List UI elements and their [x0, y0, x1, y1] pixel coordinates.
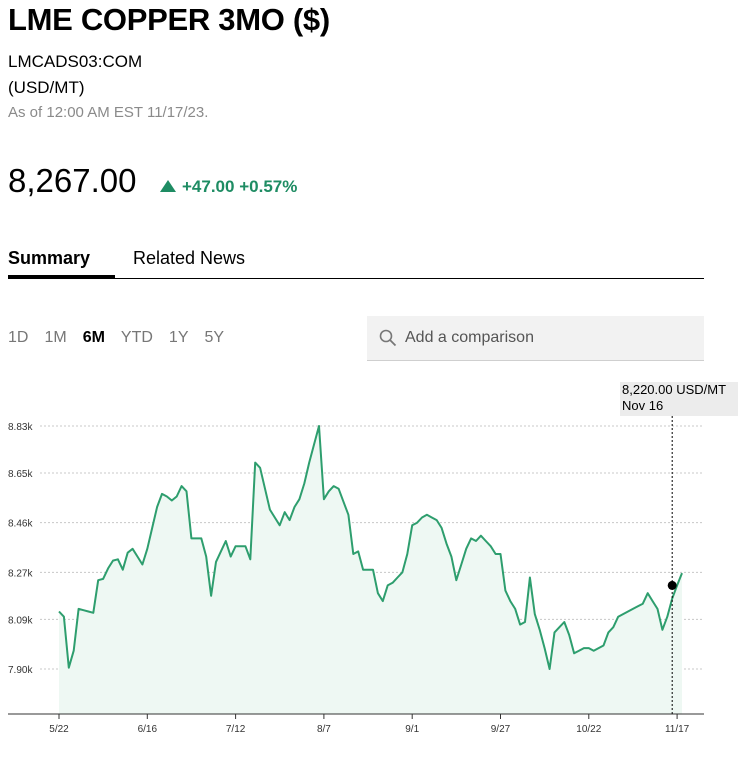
x-tick-label: 11/17 [665, 724, 690, 735]
price-change: +47.00 +0.57% [160, 177, 297, 197]
tabs-divider [8, 278, 704, 279]
last-price: 8,267.00 [8, 162, 137, 199]
ticker-symbol: LMCADS03:COM [8, 52, 143, 71]
page-title: LME COPPER 3MO ($) [8, 2, 330, 37]
x-tick-label: 7/12 [226, 724, 246, 735]
as-of-timestamp: As of 12:00 AM EST 11/17/23. [8, 104, 209, 121]
y-tick-label: 8.09k [8, 615, 33, 626]
y-tick-label: 7.90k [8, 665, 33, 676]
x-tick-label: 9/27 [491, 724, 511, 735]
range-5y[interactable]: 5Y [204, 329, 225, 346]
up-arrow-icon [160, 180, 176, 192]
range-6m[interactable]: 6M [82, 329, 105, 346]
change-percent: +0.57% [239, 177, 298, 196]
y-tick-label: 8.65k [8, 469, 33, 480]
x-tick-label: 8/7 [317, 724, 331, 735]
y-tick-label: 8.46k [8, 519, 33, 530]
range-selector: 1D 1M 6M YTD 1Y 5Y [8, 329, 240, 347]
price-chart: 8.83k 8.65k 8.46k 8.27k 8.09k 7.90k 5/22 6/16 7… [8, 416, 704, 735]
series-line [58, 425, 683, 670]
price-unit: (USD/MT) [8, 78, 85, 97]
x-tick-label: 5/22 [49, 724, 69, 735]
y-tick-label: 8.83k [8, 422, 33, 433]
chart-tooltip: 8,220.00 USD/MT Nov 16 [620, 382, 738, 416]
tooltip-date: Nov 16 [622, 398, 664, 413]
x-tick-label: 10/22 [576, 724, 601, 735]
highlight-point [667, 580, 677, 590]
tooltip-value: 8,220.00 USD/MT [622, 382, 727, 397]
range-1y[interactable]: 1Y [168, 329, 189, 346]
comparison-search[interactable] [367, 316, 704, 361]
tab-summary[interactable]: Summary [8, 248, 91, 268]
search-icon [379, 329, 397, 347]
change-value: +47.00 [182, 177, 235, 196]
range-ytd[interactable]: YTD [120, 329, 153, 346]
x-tick-label: 9/1 [405, 724, 419, 735]
active-tab-indicator [8, 275, 115, 279]
range-1m[interactable]: 1M [44, 329, 67, 346]
y-tick-label: 8.27k [8, 568, 33, 579]
range-1d[interactable]: 1D [8, 329, 29, 346]
comparison-input[interactable] [403, 328, 687, 348]
x-tick-label: 6/16 [138, 724, 158, 735]
tab-related-news[interactable]: Related News [133, 248, 246, 268]
